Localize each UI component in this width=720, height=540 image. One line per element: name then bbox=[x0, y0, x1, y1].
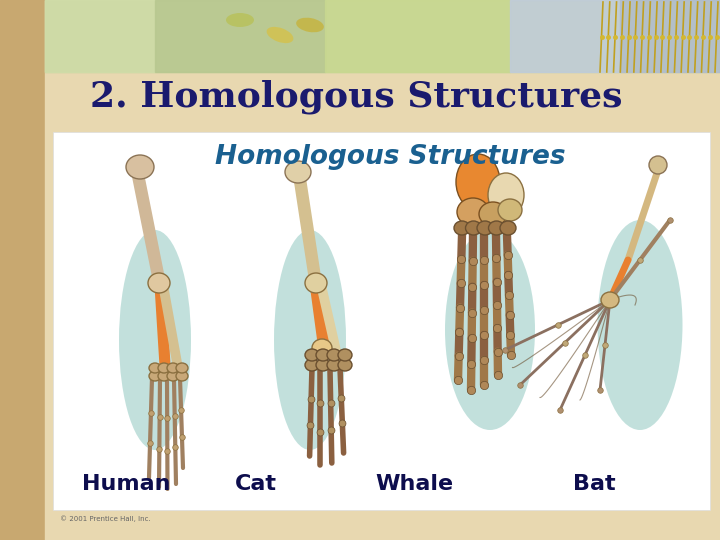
Text: 2. Homologous Structures: 2. Homologous Structures bbox=[90, 80, 623, 114]
Bar bbox=[620, 0, 720, 72]
Ellipse shape bbox=[598, 220, 683, 430]
Ellipse shape bbox=[266, 27, 293, 43]
Ellipse shape bbox=[500, 221, 516, 235]
Ellipse shape bbox=[305, 273, 327, 293]
Bar bbox=[0, 0, 45, 540]
Ellipse shape bbox=[466, 221, 482, 235]
Ellipse shape bbox=[477, 221, 493, 235]
Ellipse shape bbox=[126, 155, 154, 179]
Ellipse shape bbox=[457, 198, 489, 226]
Ellipse shape bbox=[149, 371, 161, 381]
Ellipse shape bbox=[327, 359, 341, 371]
Ellipse shape bbox=[119, 230, 191, 450]
Ellipse shape bbox=[316, 359, 330, 371]
Ellipse shape bbox=[649, 156, 667, 174]
Ellipse shape bbox=[148, 273, 170, 293]
Ellipse shape bbox=[338, 359, 352, 371]
Bar bbox=[510, 0, 620, 72]
Ellipse shape bbox=[305, 349, 319, 361]
Text: Whale: Whale bbox=[375, 474, 453, 494]
Ellipse shape bbox=[338, 349, 352, 361]
Ellipse shape bbox=[274, 230, 346, 450]
Ellipse shape bbox=[498, 199, 522, 221]
Ellipse shape bbox=[316, 349, 330, 361]
Ellipse shape bbox=[158, 363, 170, 373]
Ellipse shape bbox=[226, 13, 254, 27]
Ellipse shape bbox=[601, 292, 619, 308]
Text: © 2001 Prentice Hall, Inc.: © 2001 Prentice Hall, Inc. bbox=[60, 515, 150, 522]
Ellipse shape bbox=[296, 18, 324, 32]
Text: Human: Human bbox=[82, 474, 170, 494]
Ellipse shape bbox=[167, 371, 179, 381]
Bar bbox=[45, 0, 720, 72]
Text: Cat: Cat bbox=[235, 474, 276, 494]
Ellipse shape bbox=[305, 359, 319, 371]
Bar bbox=[155, 0, 325, 72]
Ellipse shape bbox=[176, 371, 188, 381]
Text: Bat: Bat bbox=[572, 474, 616, 494]
Ellipse shape bbox=[327, 349, 341, 361]
Ellipse shape bbox=[167, 363, 179, 373]
Bar bbox=[45, 0, 155, 72]
Bar bbox=[325, 0, 510, 72]
Ellipse shape bbox=[488, 173, 524, 217]
Ellipse shape bbox=[158, 371, 170, 381]
Ellipse shape bbox=[445, 230, 535, 430]
Ellipse shape bbox=[176, 363, 188, 373]
Ellipse shape bbox=[454, 221, 470, 235]
Text: Homologous Structures: Homologous Structures bbox=[215, 144, 565, 170]
Ellipse shape bbox=[149, 363, 161, 373]
Bar bbox=[53, 132, 710, 510]
Ellipse shape bbox=[488, 221, 505, 235]
Ellipse shape bbox=[285, 161, 311, 183]
Ellipse shape bbox=[479, 202, 507, 226]
Ellipse shape bbox=[456, 154, 500, 210]
Ellipse shape bbox=[312, 339, 332, 357]
